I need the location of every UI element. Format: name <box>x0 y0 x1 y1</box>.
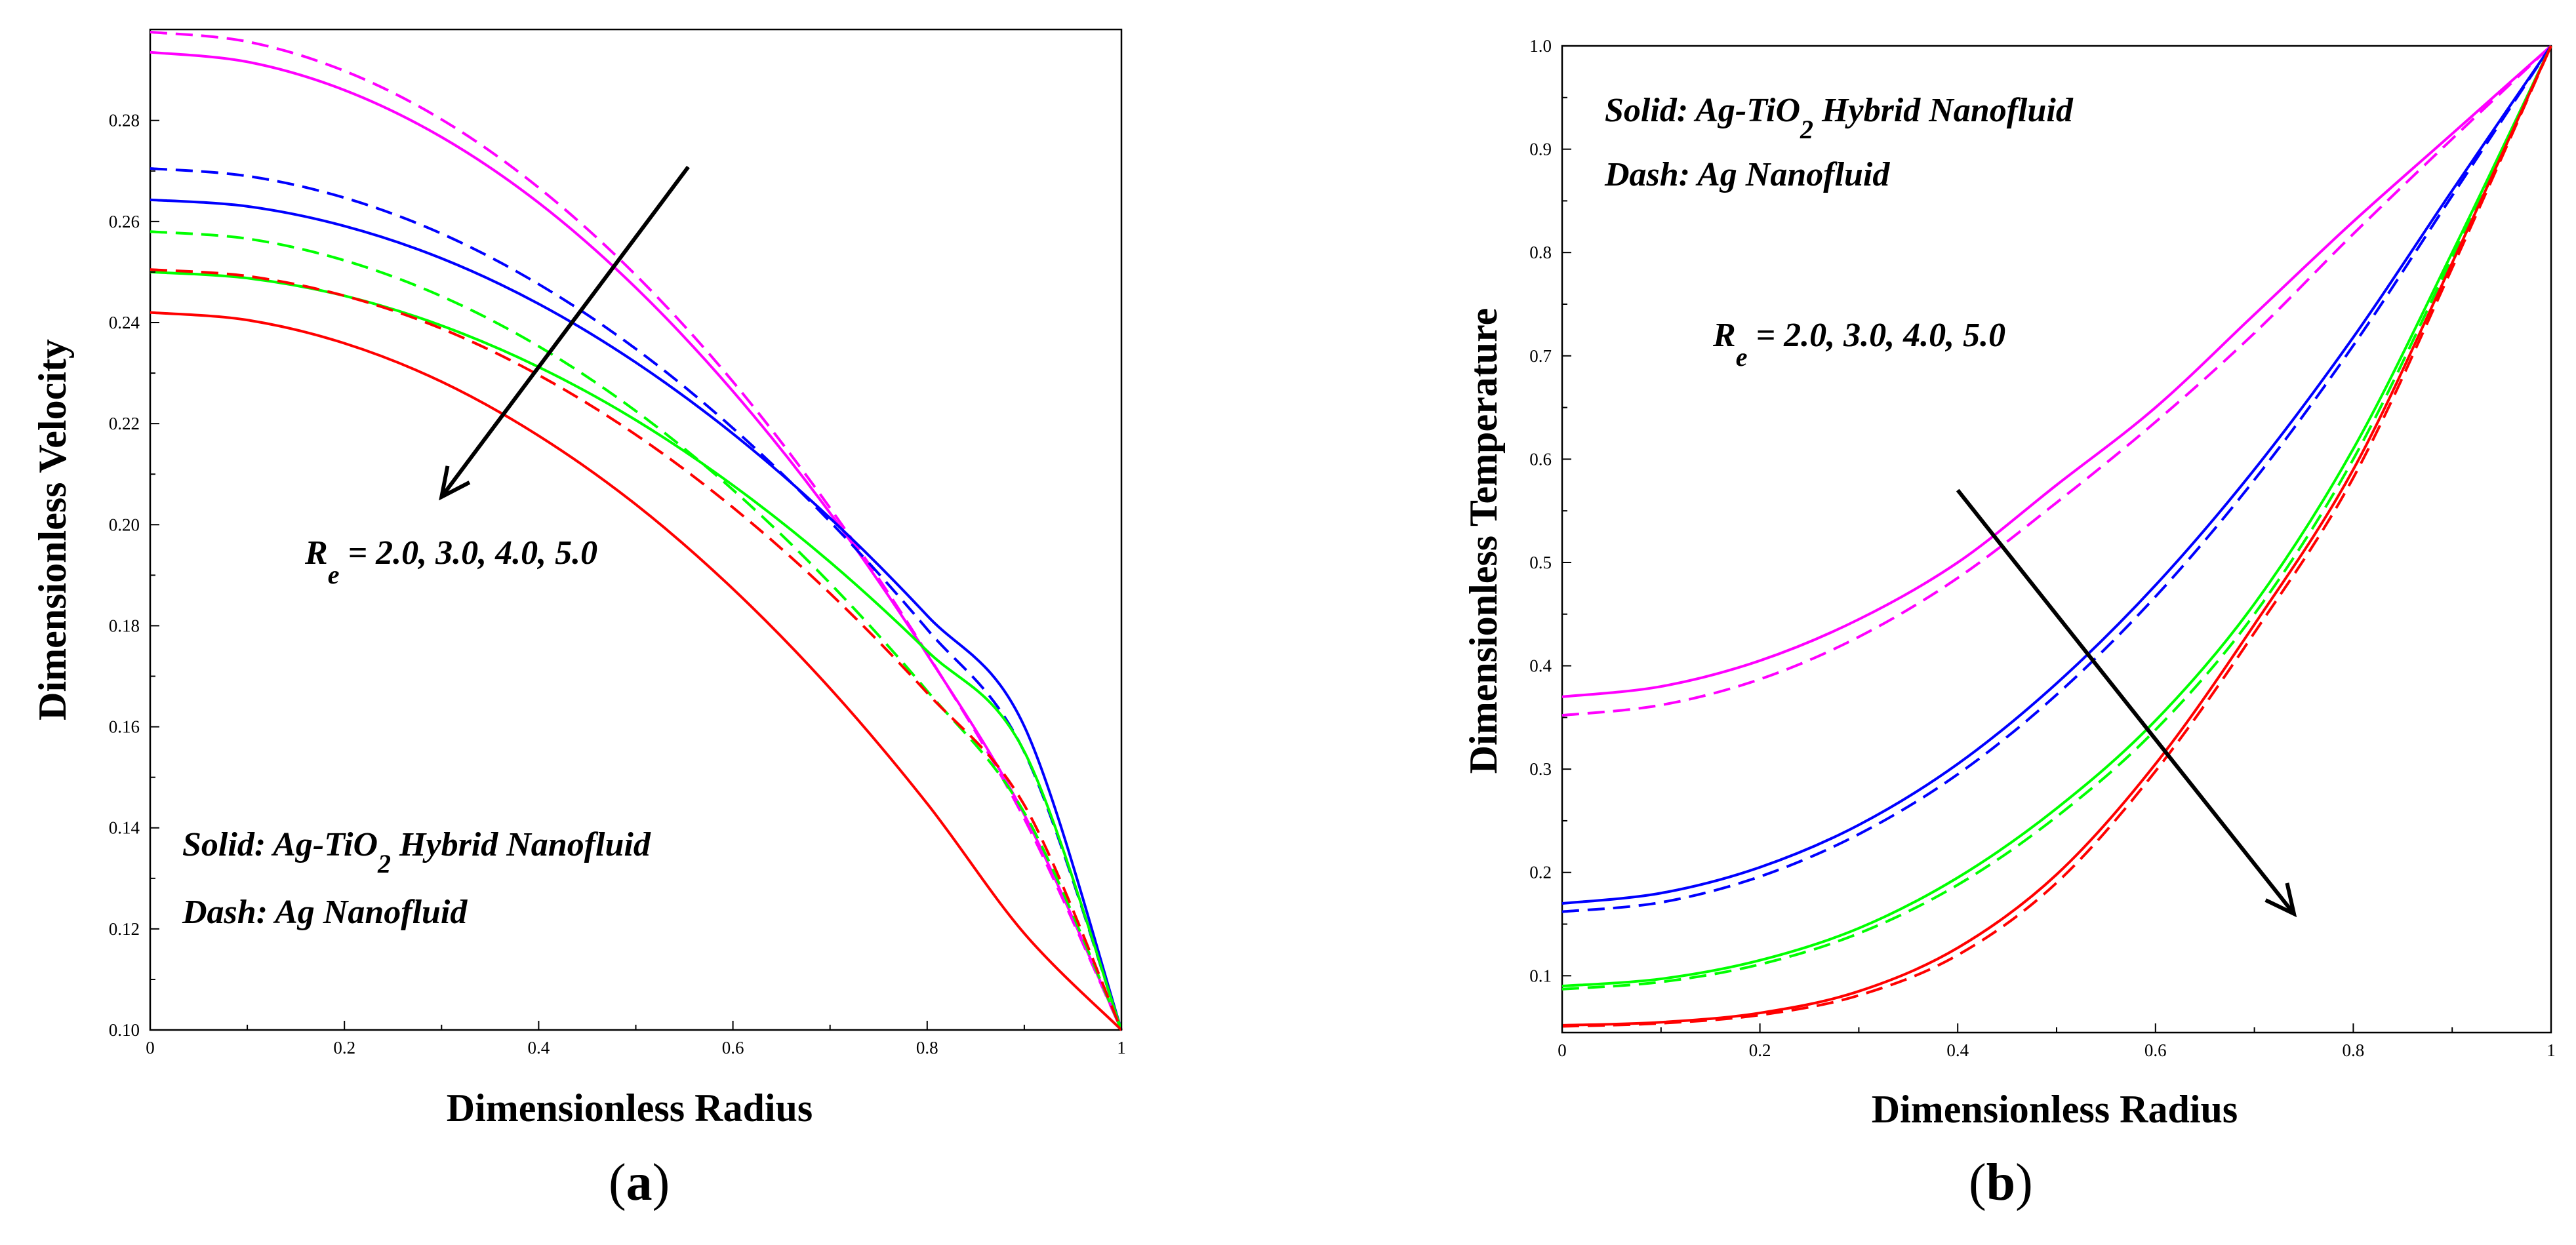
x-tick-label: 0.4 <box>528 1038 550 1057</box>
series-line <box>150 50 1123 1031</box>
y-tick-label: 0.22 <box>109 414 140 433</box>
re-label-values: = 2.0, 3.0, 4.0, 5.0 <box>1747 317 2005 354</box>
y-tick-label: 0.28 <box>109 111 140 130</box>
y-tick-label: 0.16 <box>109 717 140 737</box>
y-tick-label: 0.26 <box>109 212 140 231</box>
plot-frame <box>149 28 1123 1031</box>
y-tick-label: 0.18 <box>109 616 140 635</box>
legend-solid-sub: 2 <box>377 849 391 879</box>
y-tick-label: 1.0 <box>1529 36 1552 56</box>
series-line <box>150 230 1123 1031</box>
panel-a: 0 0.2 0.4 0.6 0.8 1 0.10 0.12 0.14 0.16 0.18 0.20 0.… <box>31 28 1126 1212</box>
plot-frame <box>1561 45 2552 1034</box>
series-line <box>1561 45 2552 717</box>
re-label-sub: e <box>1736 342 1748 372</box>
arrow-head <box>2264 882 2297 918</box>
legend-solid-post: Hybrid Nanofluid <box>1813 92 2074 129</box>
y-tick-label: 0.4 <box>1529 656 1552 676</box>
x-axis-label: Dimensionless Radius <box>447 1086 813 1130</box>
re-label: Re = 2.0, 3.0, 4.0, 5.0 <box>1712 317 2005 372</box>
re-label-r: R <box>1712 317 1736 354</box>
series-line <box>1561 45 2552 905</box>
arrow-shaft <box>1956 488 2296 915</box>
x-tick-label: 0 <box>1558 1040 1567 1060</box>
y-tick-label: 0.12 <box>109 919 140 939</box>
y-axis-label: Dimensionless Velocity <box>31 339 74 721</box>
series-line <box>1561 45 2552 1028</box>
series-group <box>150 30 1123 1031</box>
series-group <box>1561 45 2552 1028</box>
x-tick-label: 0.8 <box>916 1038 938 1057</box>
y-tick-label: 0.3 <box>1529 759 1552 779</box>
x-tick-label: 0 <box>146 1038 155 1057</box>
y-axis-label: Dimensionless Temperature <box>1462 308 1505 774</box>
x-tick-label: 0.6 <box>722 1038 744 1057</box>
series-line <box>150 167 1123 1031</box>
series-line <box>1561 45 2552 988</box>
axis-ticks: 0 0.2 0.4 0.6 0.8 1 0.10 0.12 0.14 0.16 0.18 0.20 0.… <box>109 111 1126 1057</box>
x-tick-label: 0.2 <box>1749 1040 1771 1060</box>
series-line <box>150 198 1123 1031</box>
y-tick-label: 0.8 <box>1529 243 1552 262</box>
legend-solid-pre: Solid: Ag-TiO <box>1605 92 1800 129</box>
arrow-shaft <box>439 165 690 498</box>
x-axis-label: Dimensionless Radius <box>1872 1088 2238 1131</box>
legend-dash: Dash: Ag Nanofluid <box>182 894 468 931</box>
arrow-head <box>439 465 471 501</box>
legend-solid: Solid: Ag-TiO2 Hybrid Nanofluid <box>182 826 651 879</box>
y-tick-label: 0.1 <box>1529 966 1552 985</box>
legend-solid: Solid: Ag-TiO2 Hybrid Nanofluid <box>1605 92 2074 144</box>
trend-arrow <box>1956 488 2297 918</box>
axis-ticks: 0 0.2 0.4 0.6 0.8 1 0.1 0.2 0.3 0.4 0.5 0.6 0.7 0.8 0.… <box>1529 36 2556 1060</box>
y-tick-label: 0.20 <box>109 515 140 534</box>
y-tick-label: 0.2 <box>1529 863 1552 882</box>
panel-b: 0 0.2 0.4 0.6 0.8 1 0.1 0.2 0.3 0.4 0.5 0.6 0.7 0.8 0.… <box>1462 36 2556 1212</box>
x-tick-label: 1 <box>2546 1040 2556 1060</box>
x-tick-label: 0.6 <box>2144 1040 2167 1060</box>
y-tick-label: 0.5 <box>1529 553 1552 572</box>
series-line <box>150 311 1123 1031</box>
y-tick-label: 0.10 <box>109 1020 140 1040</box>
series-line <box>1561 45 2552 913</box>
y-tick-label: 0.14 <box>109 818 140 838</box>
y-tick-label: 0.24 <box>109 313 140 332</box>
caption-b: (b) <box>1969 1154 2033 1212</box>
y-tick-label: 0.9 <box>1529 140 1552 159</box>
re-label: Re = 2.0, 3.0, 4.0, 5.0 <box>304 534 597 589</box>
series-line <box>1561 45 2552 698</box>
legend-solid-pre: Solid: Ag-TiO <box>182 826 378 863</box>
trend-arrow <box>439 165 690 501</box>
x-tick-label: 0.8 <box>2343 1040 2365 1060</box>
caption-a: (a) <box>609 1154 670 1212</box>
y-tick-label: 0.6 <box>1529 449 1552 469</box>
x-tick-label: 1 <box>1117 1038 1126 1057</box>
legend-solid-sub: 2 <box>1800 115 1813 144</box>
x-tick-label: 0.2 <box>333 1038 355 1057</box>
legend-solid-post: Hybrid Nanofluid <box>391 826 651 863</box>
y-tick-label: 0.7 <box>1529 346 1552 366</box>
series-line <box>150 30 1123 1031</box>
re-label-values: = 2.0, 3.0, 4.0, 5.0 <box>339 534 597 572</box>
re-label-sub: e <box>328 560 340 589</box>
series-line <box>150 268 1123 1031</box>
series-line <box>1561 45 2552 1027</box>
re-label-r: R <box>304 534 328 572</box>
x-tick-label: 0.4 <box>1946 1040 1969 1060</box>
legend-dash: Dash: Ag Nanofluid <box>1604 156 1890 193</box>
